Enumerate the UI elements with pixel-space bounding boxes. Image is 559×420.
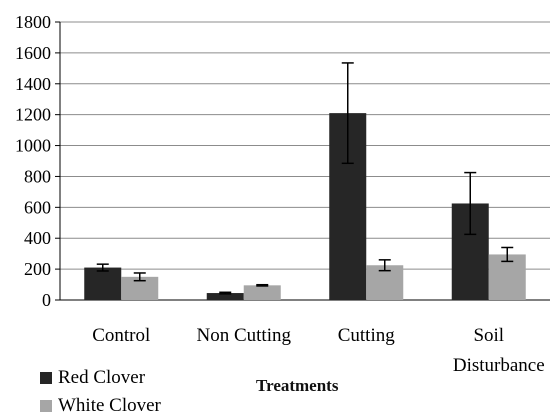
bar-red-clover (206, 293, 244, 300)
bar-white-clover (121, 276, 159, 300)
y-tick-label: 600 (24, 197, 51, 217)
legend-swatch-white-clover (40, 400, 52, 412)
y-tick-label: 1400 (15, 74, 51, 94)
y-tick-label: 800 (24, 166, 51, 186)
bar-red-clover (84, 267, 122, 300)
y-tick-label: 1800 (15, 12, 51, 32)
legend-swatch-red-clover (40, 372, 52, 384)
x-tick-label: Soil (473, 325, 504, 346)
bar-white-clover (243, 285, 281, 300)
x-tick-label: Control (92, 325, 150, 346)
y-tick-label: 1600 (15, 43, 51, 63)
y-tick-label: 0 (42, 290, 51, 310)
y-tick-label: 400 (24, 228, 51, 248)
y-tick-label: 200 (24, 259, 51, 279)
legend-item-red-clover: Red Clover (40, 364, 161, 392)
x-tick-label: Cutting (338, 325, 396, 346)
legend: Red Clover White Clover (40, 364, 161, 420)
legend-label-white-clover: White Clover (58, 395, 161, 416)
x-tick-label: Non Cutting (197, 325, 292, 346)
legend-item-white-clover: White Clover (40, 392, 161, 420)
y-tick-label: 1200 (15, 105, 51, 125)
x-axis-title: Treatments (256, 376, 339, 395)
y-tick-label: 1000 (15, 136, 51, 156)
x-tick-label: Disturbance (453, 355, 545, 376)
legend-label-red-clover: Red Clover (58, 367, 146, 388)
